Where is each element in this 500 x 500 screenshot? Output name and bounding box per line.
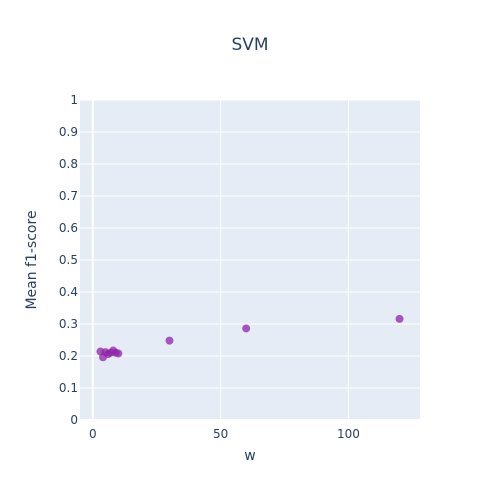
y-gridlines <box>80 99 420 421</box>
y-tick-labels: 0 0.1 0.2 0.3 0.4 0.5 0.6 0.7 0.8 0.9 1 <box>59 93 78 427</box>
y-tick-label: 0.9 <box>59 125 78 139</box>
y-tick-label: 0.8 <box>59 157 78 171</box>
data-point <box>395 314 404 323</box>
data-point <box>165 336 174 345</box>
y-tick-label: 0.7 <box>59 189 78 203</box>
data-point <box>242 324 251 333</box>
y-tick-label: 1 <box>70 93 78 107</box>
data-point <box>114 349 123 358</box>
x-gridlines <box>91 100 349 420</box>
x-axis-title: w <box>244 448 255 464</box>
x-tick-label: 50 <box>213 427 228 441</box>
y-tick-label: 0.4 <box>59 285 78 299</box>
y-tick-label: 0.5 <box>59 253 78 267</box>
x-tick-label: 100 <box>337 427 360 441</box>
y-tick-label: 0 <box>70 413 78 427</box>
x-tick-label: 0 <box>89 427 97 441</box>
chart-title: SVM <box>231 35 268 55</box>
y-tick-label: 0.3 <box>59 317 78 331</box>
y-axis-title: Mean f1-score <box>24 210 40 309</box>
x-tick-labels: 0 50 100 <box>89 427 360 441</box>
y-tick-label: 0.2 <box>59 349 78 363</box>
data-points <box>96 314 404 362</box>
y-tick-label: 0.6 <box>59 221 78 235</box>
y-tick-label: 0.1 <box>59 381 78 395</box>
